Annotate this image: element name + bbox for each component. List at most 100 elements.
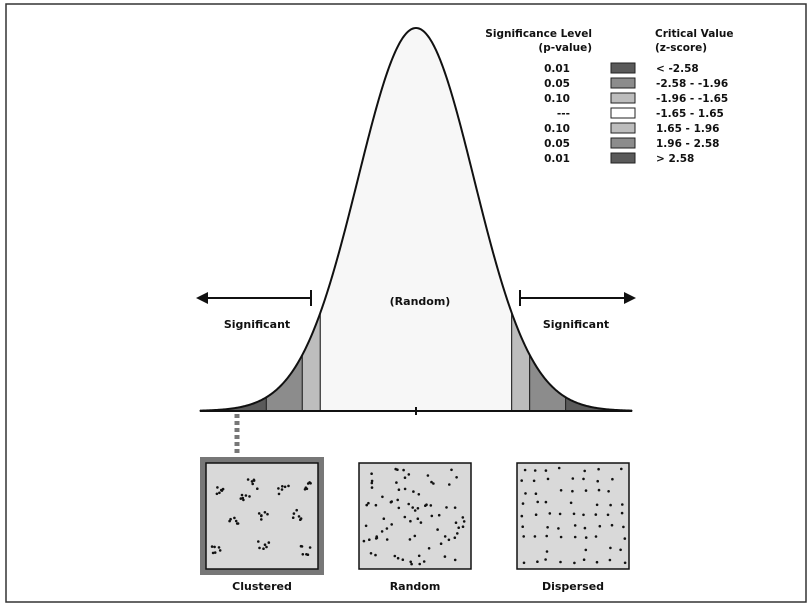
clustered-dot [255, 487, 259, 491]
legend-z-range: -1.96 - -1.65 [656, 93, 728, 105]
clustered-dot [277, 492, 281, 496]
dispersed-dot [534, 492, 538, 496]
random-dot [417, 554, 421, 558]
dispersed-dot [544, 500, 548, 504]
normal-curve [199, 26, 633, 412]
legend-row: 0.05 1.96 - 2.58 [544, 137, 719, 150]
dispersed-dot [559, 489, 563, 492]
dispersed-dot [534, 513, 538, 516]
dispersed-dot [611, 477, 614, 481]
clustered-dot [283, 485, 287, 489]
legend-row: 0.01 < -2.58 [544, 62, 699, 75]
random-dot [381, 495, 384, 499]
dispersed-dot [608, 558, 612, 562]
legend-row: 0.05 -2.58 - -1.96 [544, 77, 728, 90]
random-dot [374, 503, 378, 507]
right-arrow [519, 290, 636, 306]
dispersed-dot [558, 512, 562, 516]
clustered-dot [291, 516, 295, 519]
dispersed-dot [621, 503, 624, 506]
random-dot [385, 527, 389, 530]
random-dot [445, 506, 448, 509]
dispersed-dot [571, 477, 575, 480]
clustered-dot [301, 553, 305, 556]
clustered-dot [252, 479, 256, 482]
clustered-dot [287, 484, 290, 488]
random-dot [426, 474, 430, 477]
legend-swatch [610, 152, 636, 164]
random-dot [429, 504, 433, 507]
legend-p-value: 0.01 [544, 153, 570, 165]
random-dot [397, 506, 401, 510]
random-dot [427, 547, 431, 550]
legend-p-value: 0.01 [544, 63, 570, 75]
clustered-dot [281, 485, 284, 488]
right-significant-label: Significant [543, 318, 609, 331]
dispersed-pattern-box [516, 462, 630, 570]
dispersed-dot [522, 535, 525, 538]
legend-swatch [610, 137, 636, 149]
clustered-dot [246, 478, 250, 481]
clustered-dot [305, 487, 309, 491]
clustered-dot [258, 546, 261, 550]
dispersed-dot [607, 490, 610, 493]
random-dot [457, 526, 461, 529]
random-dot [453, 506, 457, 510]
dispersed-dot [582, 513, 585, 517]
clustered-label: Clustered [232, 580, 292, 593]
dispersed-dot [559, 560, 562, 564]
random-dot [402, 468, 405, 472]
legend-p-value: 0.05 [544, 138, 570, 150]
clustered-dot [280, 488, 284, 491]
random-dot [409, 519, 412, 523]
dispersed-dot [622, 525, 625, 529]
dispersed-dot [573, 535, 577, 539]
random-pattern-box [358, 462, 472, 570]
left-significant-label: Significant [224, 318, 290, 331]
random-dot [413, 509, 417, 512]
clustered-dot [211, 551, 215, 555]
clustered-dot [244, 494, 248, 497]
random-dot [370, 486, 374, 489]
dispersed-dot [609, 546, 612, 550]
random-dot [417, 493, 421, 496]
dispersed-dot [544, 469, 548, 472]
random-dot [430, 480, 433, 484]
clustered-dot [260, 514, 263, 517]
dispersed-dot [597, 488, 601, 492]
clustered-dot [262, 547, 265, 550]
clustered-dot [299, 544, 303, 548]
random-dot [412, 490, 415, 493]
random-dot [443, 535, 447, 538]
clustered-dot [213, 545, 216, 549]
dispersed-dot [557, 527, 560, 530]
legend-p-value: 0.10 [544, 123, 570, 135]
random-dot [416, 517, 420, 520]
clustered-dot [234, 519, 238, 523]
clustered-dot [233, 516, 236, 520]
legend: Significance Level (p-value) Critical Va… [485, 28, 733, 165]
dispersed-dot [523, 468, 527, 472]
clustered-dot [248, 495, 251, 498]
clustered-dot [263, 511, 267, 514]
clustered-dot [218, 491, 221, 495]
random-dot [461, 516, 465, 519]
random-dot [364, 524, 368, 528]
random-dot [401, 558, 405, 561]
legend-p-value: --- [557, 108, 570, 120]
random-dot [413, 534, 417, 538]
random-dot [450, 468, 453, 472]
dispersed-dot [520, 514, 524, 518]
dispersed-dot [584, 548, 588, 552]
random-dot [456, 532, 459, 535]
random-dot [410, 562, 413, 566]
random-dot [403, 476, 407, 480]
dispersed-dot [619, 548, 622, 552]
random-dot [455, 476, 458, 479]
legend-z-range: 1.65 - 1.96 [656, 123, 719, 135]
legend-swatch [610, 62, 636, 74]
clustered-dot [295, 508, 299, 512]
clustered-dot [299, 517, 303, 520]
dispersed-dot [572, 512, 576, 516]
dispersed-dot [532, 479, 536, 483]
